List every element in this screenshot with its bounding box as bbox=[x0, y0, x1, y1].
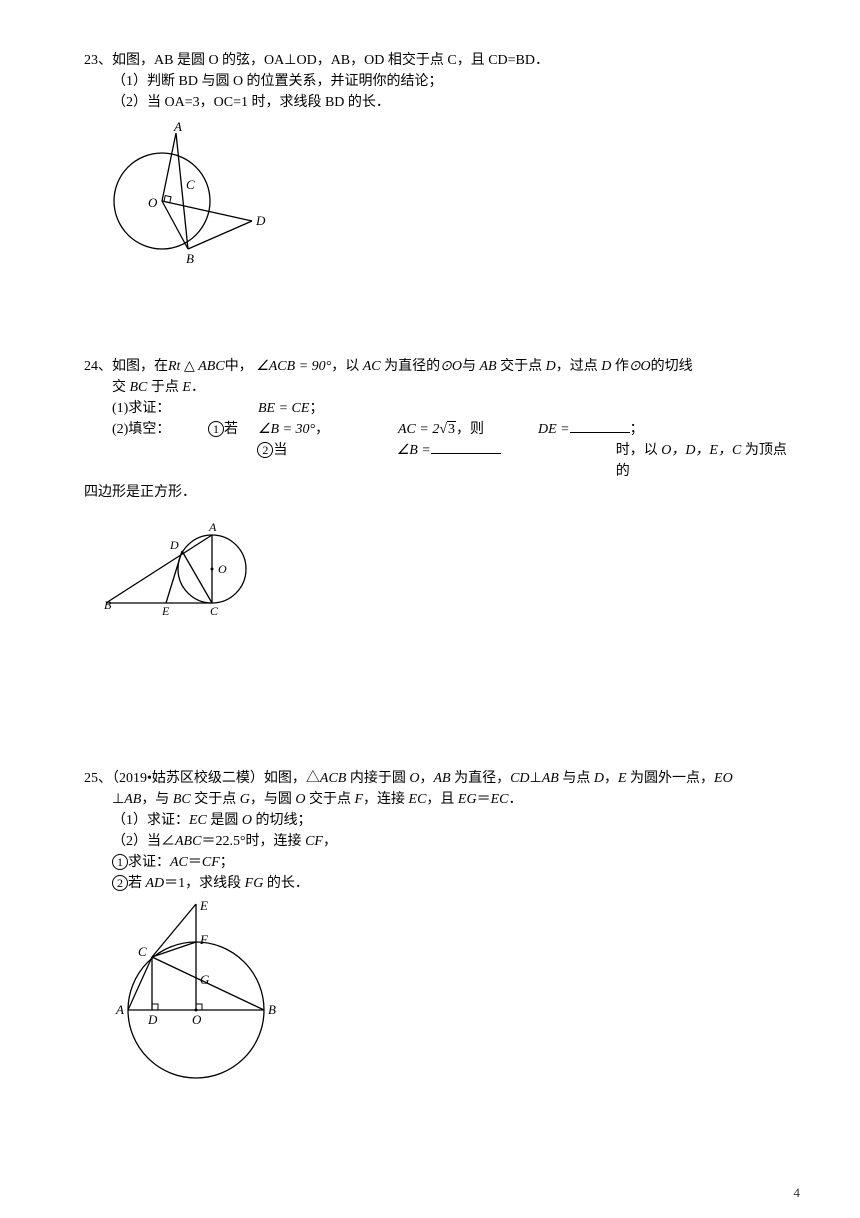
p24-stem: 24、如图，在Rt △ ABC中， ∠ACB = 90°，以 AC 为直径的⊙O… bbox=[84, 356, 800, 377]
p24-part2-1: (2)填空： 1若 ∠B = 30°， AC = 23，则 DE =； bbox=[84, 419, 800, 440]
p25-part1: （1）求证：EC 是圆 O 的切线； bbox=[84, 810, 800, 831]
svg-text:O: O bbox=[192, 1012, 202, 1027]
p25-num: 25、 bbox=[84, 771, 112, 786]
svg-text:E: E bbox=[199, 900, 208, 913]
p25-part2: （2）当∠ABC＝22.5°时，连接 CF， bbox=[84, 831, 800, 852]
p23-part2: （2）当 OA=3，OC=1 时，求线段 BD 的长． bbox=[84, 92, 800, 113]
svg-text:C: C bbox=[186, 177, 195, 192]
p24-part1: (1)求证： BE = CE； bbox=[84, 398, 800, 419]
circled-2-icon: 2 bbox=[257, 442, 273, 458]
p25-sub2: 2若 AD＝1，求线段 FG 的长． bbox=[84, 873, 800, 894]
p24-num: 24、 bbox=[84, 359, 112, 374]
svg-text:O: O bbox=[218, 562, 227, 576]
circled-2b-icon: 2 bbox=[112, 875, 128, 891]
p23-figure: O A B C D bbox=[104, 119, 800, 276]
svg-text:B: B bbox=[104, 598, 112, 612]
svg-text:E: E bbox=[161, 604, 170, 618]
svg-text:A: A bbox=[208, 520, 217, 534]
svg-text:G: G bbox=[200, 972, 210, 987]
p25-stem: 25、（2019•姑苏区校级二模）如图，△ACB 内接于圆 O，AB 为直径，C… bbox=[84, 768, 800, 789]
p25-svg: A B O D C F G E bbox=[104, 900, 294, 1090]
svg-text:D: D bbox=[255, 213, 266, 228]
svg-text:O: O bbox=[148, 195, 158, 210]
p23-stem: 23、如图，AB 是圆 O 的弦，OA⊥OD，AB，OD 相交于点 C，且 CD… bbox=[84, 50, 800, 71]
problem-23: 23、如图，AB 是圆 O 的弦，OA⊥OD，AB，OD 相交于点 C，且 CD… bbox=[84, 50, 800, 276]
blank-de bbox=[570, 419, 630, 433]
p24-figure: A B C D E O bbox=[104, 509, 800, 628]
svg-text:C: C bbox=[210, 604, 219, 618]
p24-svg: A B C D E O bbox=[104, 509, 274, 621]
problem-25: 25、（2019•姑苏区校级二模）如图，△ACB 内接于圆 O，AB 为直径，C… bbox=[84, 768, 800, 1097]
p23-stem-text: 如图，AB 是圆 O 的弦，OA⊥OD，AB，OD 相交于点 C，且 CD=BD… bbox=[112, 53, 549, 68]
svg-text:A: A bbox=[173, 119, 182, 134]
p24-line2: 交 BC 于点 E． bbox=[84, 377, 800, 398]
p25-figure: A B O D C F G E bbox=[104, 900, 800, 1097]
p24-tail: 四边形是正方形． bbox=[84, 482, 800, 503]
svg-text:D: D bbox=[169, 538, 179, 552]
svg-text:B: B bbox=[268, 1002, 276, 1017]
svg-text:F: F bbox=[199, 932, 209, 947]
problem-24: 24、如图，在Rt △ ABC中， ∠ACB = 90°，以 AC 为直径的⊙O… bbox=[84, 356, 800, 628]
p23-num: 23、 bbox=[84, 53, 112, 68]
page-number: 4 bbox=[794, 1183, 801, 1203]
p24-part2-2: 2当 ∠B = 时，以 O，D，E，C 为顶点的 bbox=[84, 440, 800, 482]
p23-svg: O A B C D bbox=[104, 119, 284, 269]
svg-text:D: D bbox=[147, 1012, 158, 1027]
svg-text:C: C bbox=[138, 944, 147, 959]
circled-1-icon: 1 bbox=[208, 421, 224, 437]
p25-line2: ⊥AB，与 BC 交于点 G，与圆 O 交于点 F，连接 EC，且 EG＝EC． bbox=[84, 789, 800, 810]
p25-sub1: 1求证：AC＝CF； bbox=[84, 852, 800, 873]
p23-part1: （1）判断 BD 与圆 O 的位置关系，并证明你的结论； bbox=[84, 71, 800, 92]
svg-text:B: B bbox=[186, 251, 194, 266]
circled-1b-icon: 1 bbox=[112, 854, 128, 870]
svg-text:A: A bbox=[115, 1002, 124, 1017]
blank-angleb bbox=[431, 440, 501, 454]
